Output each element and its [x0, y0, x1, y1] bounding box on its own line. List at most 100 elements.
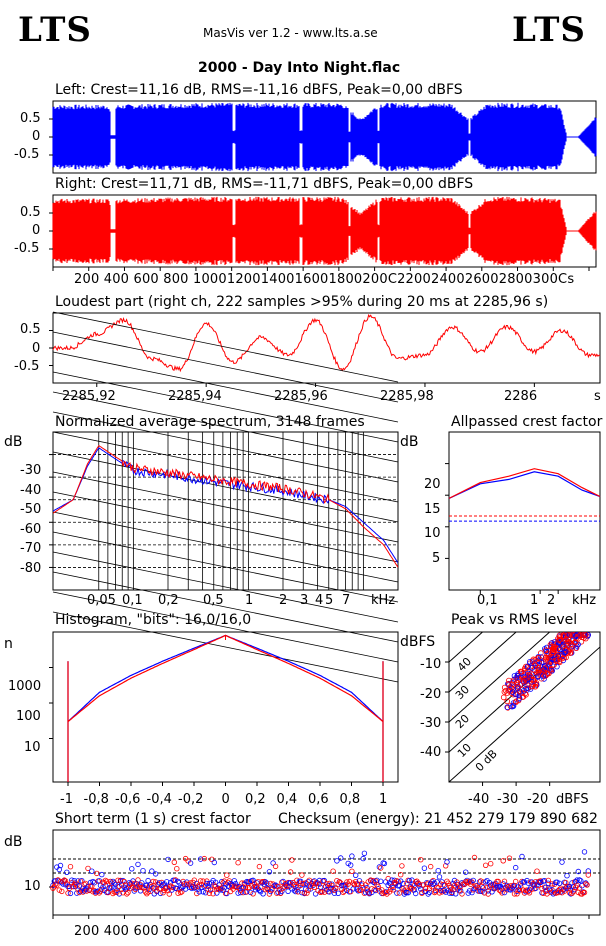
spec-ytick-4: -70	[20, 541, 42, 556]
short-term-point	[316, 881, 323, 887]
short-term-point	[418, 857, 424, 863]
ap-xtick-2: 2	[547, 593, 556, 608]
peak-rms-point	[535, 654, 541, 661]
short-term-point	[196, 889, 202, 895]
short-term-point	[270, 860, 276, 866]
short-term-point	[566, 883, 573, 890]
short-term-point	[295, 889, 301, 895]
short-term-point	[431, 880, 438, 886]
short-term-point	[236, 883, 242, 890]
short-term-point	[471, 854, 478, 861]
short-term-point	[338, 855, 344, 861]
short-term-point	[255, 879, 261, 885]
short-term-point	[459, 891, 465, 897]
allpassed-frame	[448, 431, 601, 591]
peak-rms-title: Peak vs RMS level	[451, 612, 578, 628]
short-term-point	[366, 890, 373, 896]
short-term-point	[197, 856, 204, 862]
short-term-point	[289, 857, 295, 863]
short-term-point	[79, 878, 85, 884]
short-term-point	[538, 878, 544, 884]
allpassed-ylabel: dB	[400, 434, 419, 450]
peak-rms-point	[562, 648, 569, 655]
short-term-point	[284, 883, 290, 890]
short-term-point	[177, 889, 184, 896]
ap-xunit: kHz	[572, 593, 597, 608]
histogram-ylabel: n	[4, 636, 13, 652]
peak-rms-point	[549, 649, 556, 655]
peak-rms-point	[581, 635, 587, 641]
short-term-point	[120, 877, 126, 884]
peak-rms-point	[543, 648, 550, 655]
short-term-point	[319, 889, 325, 895]
short-term-point	[354, 886, 360, 892]
short-term-point	[330, 868, 336, 874]
short-term-point	[365, 889, 371, 895]
peak-rms-point	[554, 658, 560, 664]
short-term-point	[581, 889, 588, 896]
pr-xunit: dBFS	[556, 792, 589, 807]
peak-rms-point	[573, 645, 580, 651]
short-term-point	[125, 889, 131, 896]
ap-ytick-1: 15	[424, 502, 441, 517]
short-term-point	[124, 886, 130, 892]
short-term-point	[312, 881, 319, 887]
short-term-point	[65, 890, 71, 896]
right-ytick-1: 0	[32, 223, 41, 238]
st-xtick-row: 200 400 600 800 10001200140016001800200C…	[74, 924, 575, 939]
peak-rms-point	[509, 689, 516, 695]
short-term-point	[300, 880, 306, 887]
short-term-point	[504, 887, 510, 893]
short-term-point	[152, 871, 159, 877]
hist-ytick-2: 10	[24, 740, 41, 755]
short-term-point	[415, 880, 421, 886]
peak-rms-point	[556, 646, 563, 653]
short-term-point	[179, 885, 185, 891]
short-term-point	[299, 889, 305, 896]
histogram-xtick: -0,6	[115, 792, 141, 807]
short-term-point	[256, 863, 263, 870]
short-term-point	[390, 884, 396, 891]
short-term-point	[266, 891, 273, 897]
short-term-point	[578, 878, 584, 884]
short-term-point	[144, 891, 150, 897]
short-term-point	[421, 865, 428, 871]
peak-rms-point	[582, 632, 589, 638]
short-term-point	[144, 882, 150, 889]
short-term-point	[383, 889, 389, 896]
app-title: MasVis ver 1.2 - www.lts.a.se	[203, 26, 378, 40]
short-term-point	[429, 884, 435, 890]
peak-rms-diagonal	[449, 646, 600, 782]
peak-rms-point	[526, 672, 532, 678]
short-term-point	[91, 887, 97, 894]
loud-xtick-2: 2285,96	[274, 389, 328, 404]
peak-rms-point	[543, 644, 550, 651]
short-term-point	[469, 889, 475, 896]
short-term-point	[501, 878, 508, 884]
short-term-point	[585, 872, 591, 878]
right-ytick-0: 0.5	[20, 205, 41, 220]
peak-rms-point	[572, 639, 579, 645]
histogram-xtick: 0,6	[308, 792, 329, 807]
spec-ytick-1: -40	[20, 483, 42, 498]
short-term-point	[500, 858, 506, 864]
short-term-point	[478, 878, 484, 884]
peak-rms-diag-label: 40	[455, 655, 474, 674]
pr-xtick-0: -40	[468, 792, 490, 807]
short-term-point	[499, 886, 505, 892]
short-term-point	[381, 860, 388, 867]
peak-rms-point	[516, 695, 523, 701]
short-term-point	[483, 879, 489, 885]
spec-ytick-5: -80	[20, 561, 42, 576]
short-term-point	[210, 891, 216, 897]
short-term-point	[406, 878, 413, 884]
short-term-point	[262, 879, 269, 885]
short-term-point	[299, 872, 305, 878]
short-term-point	[441, 888, 448, 894]
short-term-point	[559, 859, 565, 865]
short-term-point	[235, 860, 241, 866]
peak-rms-point	[561, 649, 568, 656]
short-term-point	[111, 880, 117, 886]
short-term-point	[85, 865, 91, 872]
short-term-point	[275, 889, 281, 895]
